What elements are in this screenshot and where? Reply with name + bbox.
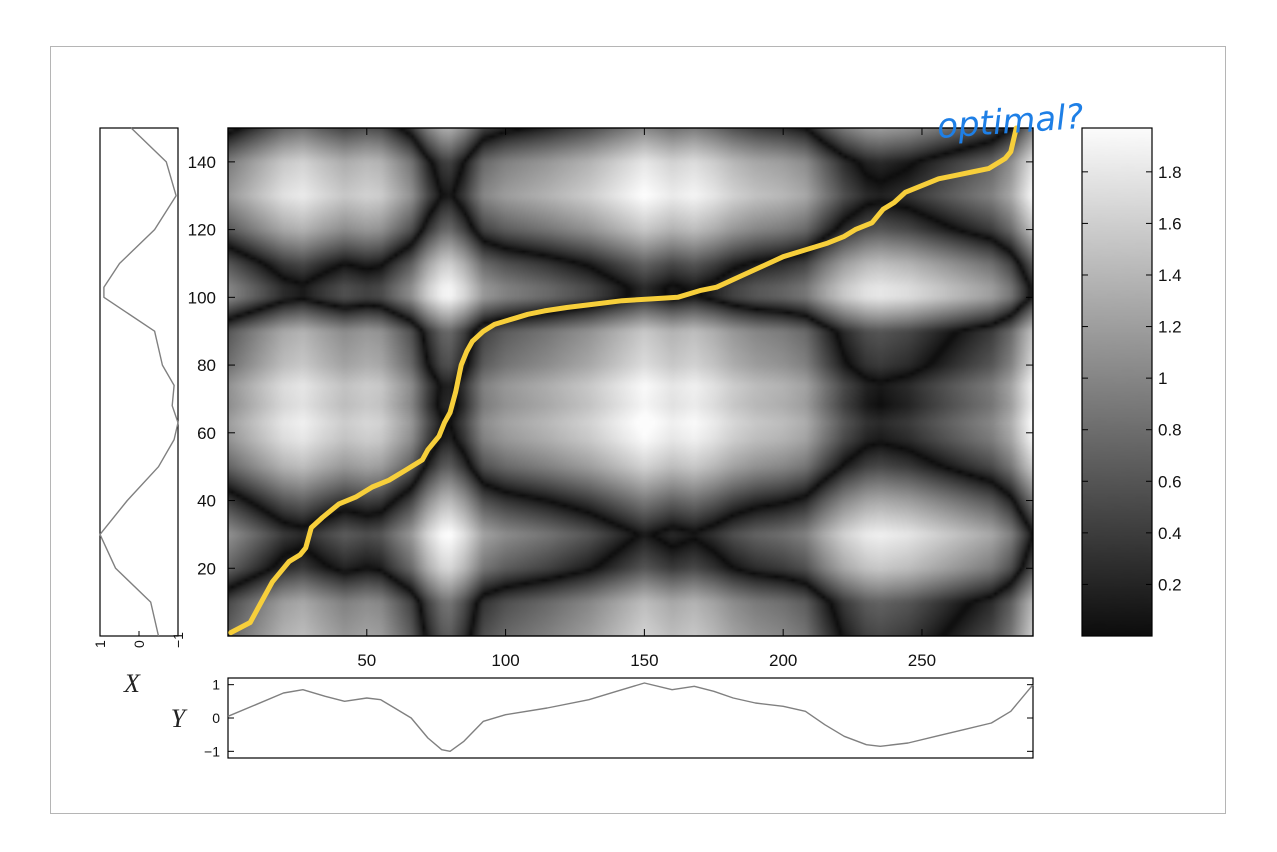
x-tick-label: 250 [908, 651, 936, 670]
colorbar-tick-label: 0.8 [1158, 421, 1182, 440]
y-tick-label: 140 [188, 153, 216, 172]
x-tick-label: 150 [630, 651, 658, 670]
x-signal-tick-label: −1 [170, 632, 186, 648]
x-tick-label: 100 [491, 651, 519, 670]
x-tick-label: 50 [357, 651, 376, 670]
x-tick-label: 200 [769, 651, 797, 670]
optimal-annotation: optimal? [936, 97, 1085, 147]
colorbar-tick-label: 0.4 [1158, 524, 1182, 543]
colorbar-gradient [1082, 128, 1152, 636]
y-signal-tick-label: 1 [212, 677, 220, 693]
colorbar-tick-label: 1.4 [1158, 266, 1182, 285]
y-tick-label: 40 [197, 492, 216, 511]
y-tick-label: 80 [197, 356, 216, 375]
x-signal-label: X [123, 669, 141, 698]
colorbar-tick-label: 1 [1158, 369, 1167, 388]
colorbar-box [1081, 127, 1153, 637]
colorbar-tick-label: 0.2 [1158, 575, 1182, 594]
y-tick-label: 100 [188, 288, 216, 307]
distance-matrix-heatmap [228, 128, 1033, 636]
y-signal-line [227, 682, 1034, 752]
y-tick-label: 20 [197, 559, 216, 578]
y-signal-tick-label: 0 [212, 710, 220, 726]
colorbar-tick-label: 1.8 [1158, 163, 1182, 182]
y-tick-label: 120 [188, 221, 216, 240]
warping-path [228, 125, 1019, 636]
y-signal-tick-label: −1 [204, 743, 220, 759]
colorbar-tick-label: 1.6 [1158, 214, 1182, 233]
heatmap-axes-box [227, 127, 1034, 637]
x-signal-tick-label: 0 [131, 640, 147, 648]
y-tick-label: 60 [197, 424, 216, 443]
colorbar-tick-label: 1.2 [1158, 318, 1182, 337]
y-signal-axes-box [227, 677, 1034, 759]
x-signal-line [99, 127, 179, 637]
colorbar-tick-label: 0.6 [1158, 472, 1182, 491]
x-signal-tick-label: 1 [92, 640, 108, 648]
y-signal-label: Y [171, 704, 188, 733]
